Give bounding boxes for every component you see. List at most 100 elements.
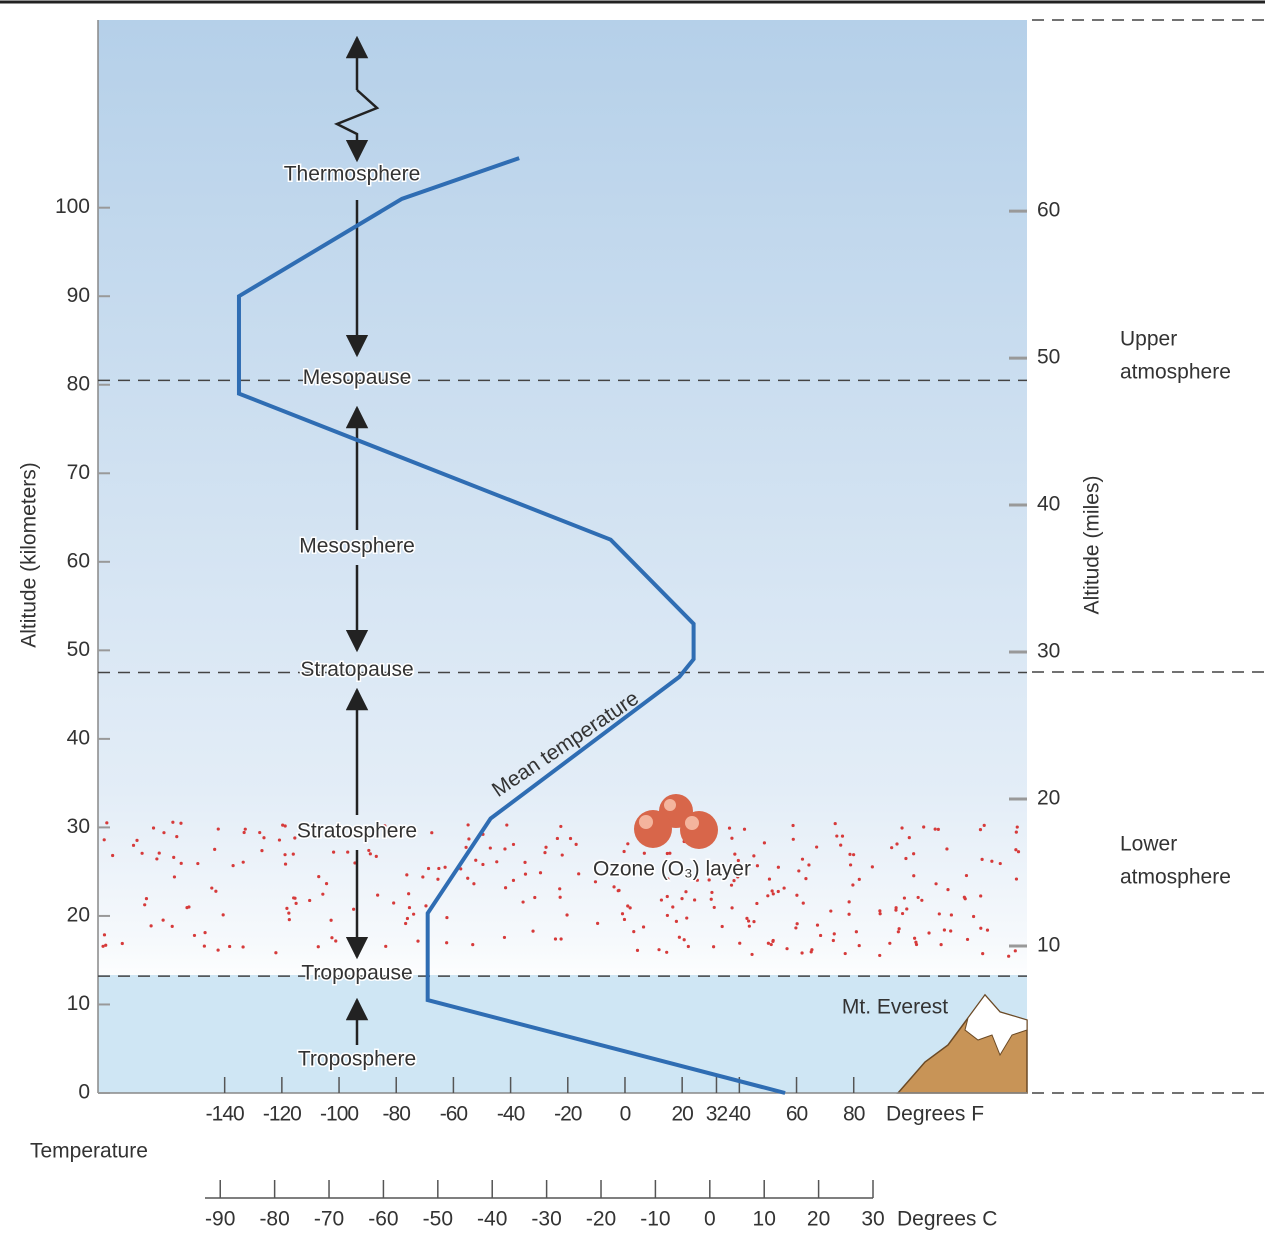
ozone-dot [489, 846, 492, 849]
ozone-dot [879, 912, 882, 915]
ozone-dot [352, 908, 355, 911]
ozone-dot [260, 849, 263, 852]
ozone-dot [946, 888, 949, 891]
ozone-dot [738, 942, 741, 945]
ozone-dot [833, 932, 836, 935]
ozone-dot [1015, 831, 1018, 834]
ozone-dot [295, 902, 298, 905]
y-tick-label: 30 [67, 815, 90, 838]
x-tick-label: -100 [320, 1103, 358, 1126]
ozone-dot [801, 858, 804, 861]
ozone-dot [521, 900, 524, 903]
ozone-dot [210, 886, 213, 889]
ozone-dot [934, 882, 937, 885]
ozone-dot [728, 827, 731, 830]
ozone-dot [665, 951, 668, 954]
x-tick-label: -120 [263, 1103, 301, 1126]
y-tick-label: 40 [67, 726, 90, 749]
ozone-dot [797, 869, 800, 872]
ozone-dot [668, 852, 671, 855]
ozone-dot [504, 886, 507, 889]
ozone-dot [612, 885, 615, 888]
ozone-dot [904, 857, 907, 860]
y2-axis-label: Altitude (miles) [1081, 476, 1104, 615]
ozone-dot [623, 850, 626, 853]
ozone-dot [848, 853, 851, 856]
ozone-dot [913, 937, 916, 940]
ozone-dot [849, 863, 852, 866]
ozone-dot [756, 864, 759, 867]
ozone-dot [416, 940, 419, 943]
ozone-dot [626, 904, 629, 907]
ozone-dot [171, 925, 174, 928]
ozone-dot [730, 884, 733, 887]
ozone-dot [621, 912, 624, 915]
ozone-dot [905, 907, 908, 910]
x2-tick-label: -80 [259, 1208, 289, 1231]
ozone-dot [179, 822, 182, 825]
ozone-dot [103, 838, 106, 841]
ozone-dot [791, 824, 794, 827]
ozone-dot [903, 896, 906, 899]
ozone-dot [748, 925, 751, 928]
ozone-dot [752, 920, 755, 923]
ozone-dot [407, 892, 410, 895]
ozone-dot [1016, 825, 1019, 828]
ozone-dot [308, 899, 311, 902]
y2-tick-label: 50 [1037, 346, 1060, 369]
ozone-dot [632, 930, 635, 933]
ozone-dot [228, 945, 231, 948]
ozone-dot [437, 867, 440, 870]
ozone-dot [292, 853, 295, 856]
ozone-dot [155, 857, 158, 860]
ozone-dot [539, 871, 542, 874]
ozone-dot [173, 875, 176, 878]
ozone-dot [852, 853, 855, 856]
everest-label: Mt. Everest [842, 996, 948, 1019]
ozone-dot [317, 875, 320, 878]
ozone-dot [841, 835, 844, 838]
ozone-dot [404, 922, 407, 925]
ozone-dot [1014, 848, 1017, 851]
ozone-dot [558, 887, 561, 890]
ozone-dot [721, 925, 724, 928]
ozone-dot [858, 944, 861, 947]
ozone-dot [172, 856, 175, 859]
x-tick-label: -20 [554, 1103, 582, 1126]
ozone-dot [443, 866, 446, 869]
ozone-dot [325, 882, 328, 885]
ozone-dot [203, 944, 206, 947]
ozone-dot [243, 831, 246, 834]
ozone-dot [897, 930, 900, 933]
ozone-dot [687, 945, 690, 948]
ozone-dot [901, 912, 904, 915]
y-tick-label: 60 [67, 549, 90, 572]
ozone-dot [912, 852, 915, 855]
ozone-dot [284, 862, 287, 865]
extra-dashes [1032, 20, 1265, 1093]
plot-background [98, 20, 1027, 1093]
ozone-dot [445, 916, 448, 919]
x-tick-label: 60 [786, 1103, 808, 1126]
ozone-dot [684, 890, 687, 893]
ozone-dot [770, 943, 773, 946]
ozone-dot [750, 953, 753, 956]
x2-tick-label: -40 [477, 1208, 507, 1231]
ozone-dot [216, 948, 219, 951]
x2-tick-label: -60 [368, 1208, 398, 1231]
ozone-dot [815, 845, 818, 848]
ozone-dot [334, 939, 337, 942]
ozone-dot [927, 931, 930, 934]
ozone-dot [986, 929, 989, 932]
ozone-dot [222, 913, 225, 916]
ozone-dot [848, 900, 851, 903]
ozone-dot [436, 878, 439, 881]
y2-tick-label: 20 [1037, 787, 1060, 810]
ozone-dot [981, 952, 984, 955]
ozone-dot [132, 844, 135, 847]
ozone-dot [660, 898, 663, 901]
ozone-dot [795, 894, 798, 897]
region-label: atmosphere [1120, 361, 1231, 384]
ozone-dot [683, 938, 686, 941]
ozone-dot [472, 882, 475, 885]
